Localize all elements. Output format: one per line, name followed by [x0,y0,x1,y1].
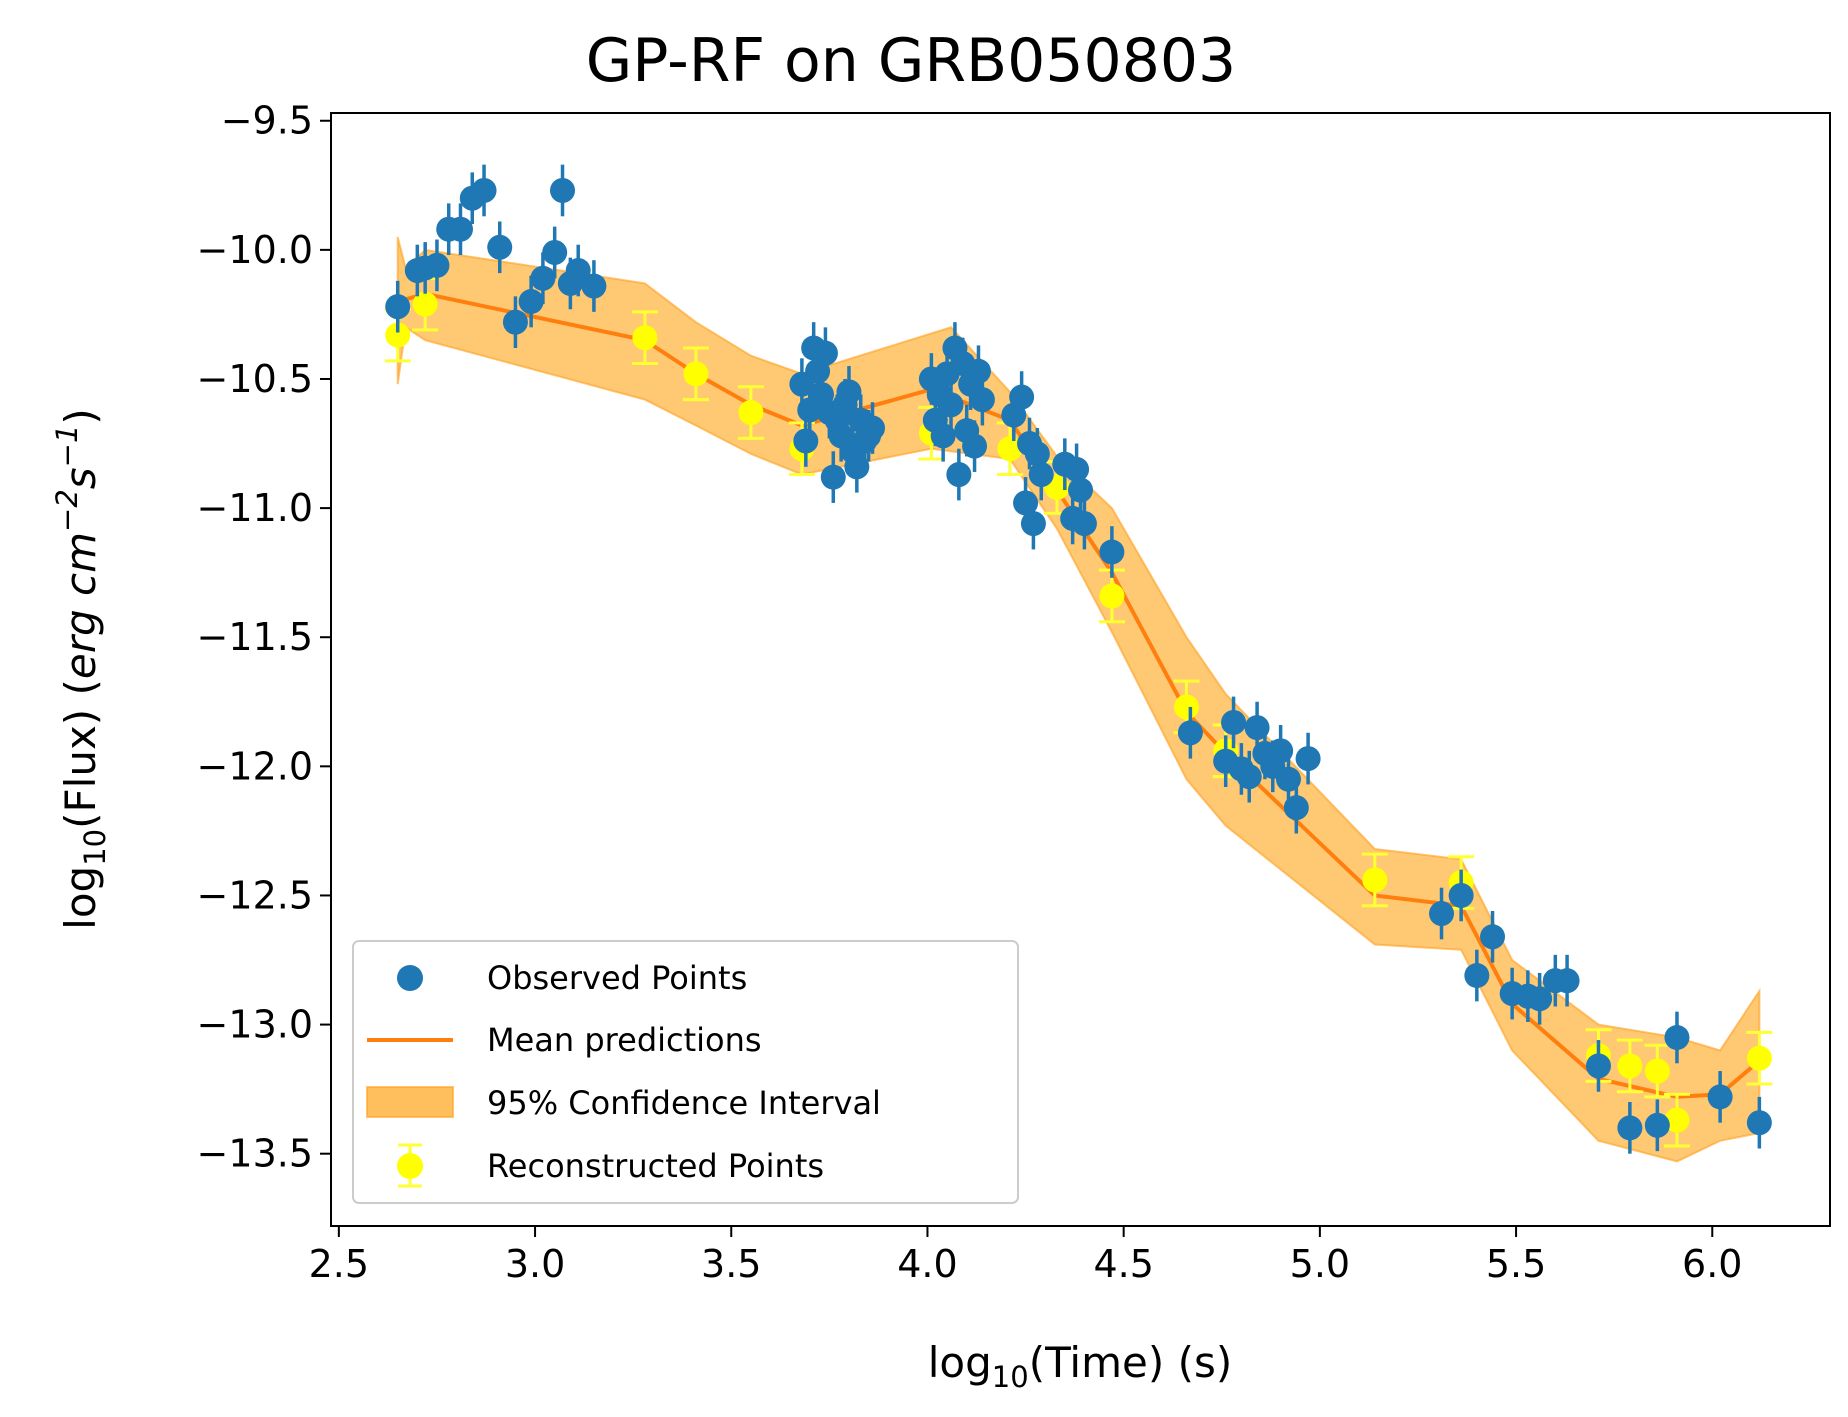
legend-observed-label: Observed Points [487,959,747,997]
reconstructed-point [1746,1030,1773,1086]
observed-point [1527,972,1553,1025]
observed-point [530,252,556,305]
observed-point [1448,869,1474,922]
observed-point [1664,1011,1690,1064]
observed-point [860,402,886,454]
observed-point [812,327,838,379]
y-label-pre: log [56,866,105,930]
y-tick-label: −11.5 [197,615,313,659]
observed-point [1746,1096,1772,1149]
y-tick-label: −9.5 [221,99,313,143]
observed-point [447,203,473,256]
observed-point [793,415,819,467]
observed-point [1236,750,1262,803]
y-axis-label: log10(Flux) (erg cm−2s−1) [50,408,112,930]
observed-point [1177,706,1203,759]
y-axis: −9.5 −10.0 −10.5 −11.0 −11.5 −12.0 −12.5 −13.0 −… [197,99,331,1176]
observed-point [1020,497,1046,550]
observed-point [1028,448,1054,501]
y-tick-label: −11.0 [197,486,313,530]
x-axis-label: log10(Time) (s) [928,1338,1233,1394]
y-label-unit2: s [56,467,105,489]
observed-point [1429,887,1455,940]
x-tick-label: 2.5 [309,1242,369,1286]
y-label-post: ) [56,408,105,424]
reconstructed-point [1098,568,1125,624]
y-label-sup1: −2 [50,489,84,532]
x-tick-label: 4.0 [897,1242,957,1286]
legend-band-swatch [366,1086,454,1118]
observed-point [565,244,591,297]
x-tick-label: 3.5 [701,1242,761,1286]
observed-point [1707,1071,1733,1123]
reconstructed-point [631,310,658,365]
y-tick-label: −12.5 [197,873,313,917]
observed-point [1283,781,1309,834]
y-label-mid: (Flux) ( [56,679,105,829]
observed-point [1221,696,1247,749]
observed-point [836,366,862,418]
observed-point [1099,526,1125,578]
observed-point [969,373,995,426]
y-tick-label: −12.0 [197,744,313,788]
reconstructed-point [1173,679,1200,735]
observed-point [542,226,568,279]
observed-point [1585,1040,1611,1092]
x-label-pre: log [928,1338,992,1387]
observed-point [946,448,972,501]
observed-point [550,164,576,217]
y-tick-label: −10.5 [197,357,313,401]
legend: Observed Points Mean predictions 95% Con… [352,940,1019,1204]
y-tick-label: −10.0 [197,228,313,272]
observed-point [487,221,513,274]
observed-point [1480,910,1506,963]
x-axis: 2.5 3.0 3.5 4.0 4.5 5.0 5.5 6.0 [309,1226,1742,1286]
observed-point [502,296,528,348]
y-label-sup2: −1 [50,425,84,468]
observed-point [938,378,964,431]
x-label-post: (Time) (s) [1029,1338,1233,1387]
legend-band-label: 95% Confidence Interval [487,1084,881,1122]
legend-frame [352,940,1019,1204]
observed-point [1009,371,1035,423]
chart-title: GP-RF on GRB050803 [586,26,1236,96]
observed-point [581,260,607,312]
legend-reconstructed-marker [397,1143,423,1188]
x-tick-label: 5.0 [1290,1242,1350,1286]
reconstructed-point [1644,1043,1671,1099]
observed-point [1554,954,1580,1007]
x-tick-label: 3.0 [505,1242,565,1286]
legend-mean-label: Mean predictions [487,1021,762,1059]
observed-point [1071,497,1097,550]
observed-points [385,164,1772,1154]
observed-point [385,280,411,333]
y-tick-label: −13.0 [197,1003,313,1047]
plot-frame [330,112,1831,1227]
y-label-sub: 10 [78,829,112,866]
observed-point [1644,1099,1670,1152]
observed-point [1068,464,1093,516]
legend-observed-marker [397,965,423,991]
observed-point [1295,732,1321,785]
observed-point [1464,949,1490,1002]
y-tick-label: −13.5 [197,1132,313,1176]
x-tick-label: 6.0 [1682,1242,1742,1286]
x-tick-label: 5.5 [1486,1242,1546,1286]
observed-point [518,275,544,328]
observed-point [962,420,988,472]
reconstructed-point [737,385,764,440]
observed-point [1617,1102,1643,1154]
observed-point [820,451,846,503]
observed-point [424,239,450,292]
reconstructed-point [1616,1038,1643,1094]
reconstructed-point [1663,1092,1690,1148]
legend-reconstructed-label: Reconstructed Points [487,1147,824,1185]
reconstructed-point [1361,852,1388,908]
y-label-unit1: erg cm [56,532,105,679]
observed-point [471,164,497,217]
reconstructed-point [682,346,709,402]
x-tick-label: 4.5 [1093,1242,1153,1286]
x-label-sub: 10 [992,1360,1029,1394]
